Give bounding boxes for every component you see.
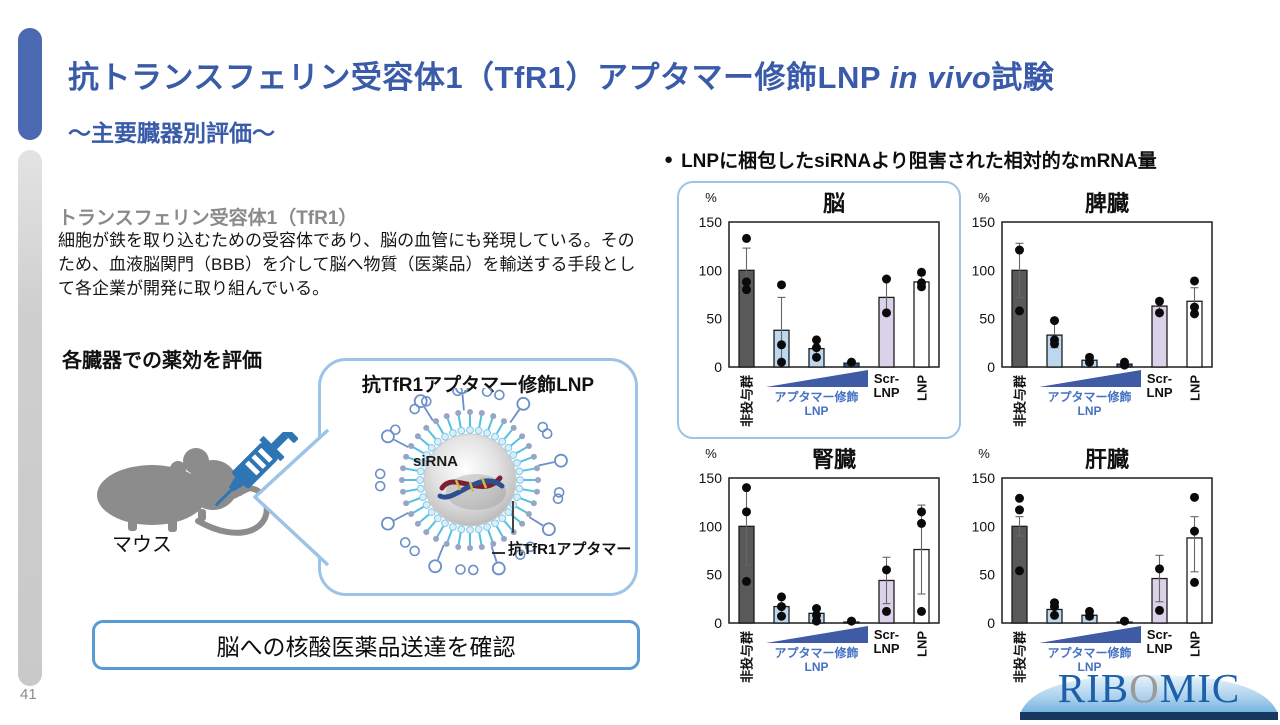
svg-text:150: 150	[972, 470, 996, 486]
svg-text:Scr-: Scr-	[1147, 627, 1172, 642]
svg-text:LNP: LNP	[1078, 404, 1102, 418]
sirna-label: siRNA	[413, 453, 459, 470]
svg-text:%: %	[978, 190, 990, 205]
svg-text:LNP: LNP	[874, 641, 900, 656]
bullet-icon: ●	[664, 151, 674, 168]
page-number: 41	[20, 686, 37, 703]
svg-text:LNP: LNP	[915, 375, 930, 401]
aptamer-pointer-line	[512, 501, 514, 533]
mouse-label: マウス	[112, 534, 172, 556]
svg-text:アプタマー修飾: アプタマー修飾	[774, 645, 858, 660]
chart-cell-liver: % 肝臓 0 50 100 150 非投与群 アプタマー修飾 LNP Scr- LNP LNP	[956, 440, 1228, 694]
svg-text:脾臓: 脾臓	[1085, 191, 1129, 216]
svg-text:%: %	[978, 446, 990, 461]
svg-text:0: 0	[714, 359, 722, 375]
logo-text: RIBOMIC	[1018, 664, 1280, 712]
svg-text:LNP: LNP	[1147, 385, 1173, 400]
sirna-strand-blue	[437, 478, 505, 500]
svg-text:LNP: LNP	[805, 660, 829, 674]
svg-text:脳: 脳	[823, 191, 845, 216]
brain-chart-highlight-frame	[677, 181, 961, 439]
page-subtitle: ～主要臓器別評価～	[68, 120, 275, 146]
svg-text:LNP: LNP	[1078, 660, 1102, 674]
svg-text:150: 150	[699, 470, 723, 486]
svg-text:150: 150	[972, 214, 996, 230]
page-title: 抗トランスフェリン受容体1（TfR1）アプタマー修飾LNP in vivo試験	[68, 52, 1258, 97]
svg-text:100: 100	[699, 262, 723, 278]
svg-text:100: 100	[972, 518, 996, 534]
svg-text:非投与群: 非投与群	[1013, 375, 1028, 427]
svg-text:非投与群: 非投与群	[740, 375, 755, 427]
svg-text:0: 0	[987, 359, 995, 375]
svg-text:LNP: LNP	[1188, 631, 1203, 657]
bullet-row: ● LNPに梱包したsiRNAより阻害された相対的なmRNA量	[664, 146, 1157, 173]
svg-text:LNP: LNP	[1188, 375, 1203, 401]
svg-text:非投与群: 非投与群	[740, 631, 755, 683]
lnp-core	[423, 433, 517, 527]
svg-text:100: 100	[972, 262, 996, 278]
logo-text-o: O	[1129, 665, 1160, 711]
svg-text:肝臓: 肝臓	[1085, 447, 1129, 472]
svg-text:50: 50	[706, 567, 722, 583]
svg-text:LNP: LNP	[874, 385, 900, 400]
svg-text:50: 50	[706, 311, 722, 327]
logo-text-post: MIC	[1159, 665, 1241, 711]
svg-text:150: 150	[699, 214, 723, 230]
chart-cell-spleen: % 脾臓 0 50 100 150 非投与群 アプタマー修飾 LNP Scr- LNP LNP	[956, 184, 1228, 438]
svg-text:%: %	[705, 446, 717, 461]
ribomic-logo: RIBOMIC	[1018, 665, 1280, 720]
logo-text-pre: RIB	[1057, 665, 1130, 711]
tfr1-heading: トランスフェリン受容体1（TfR1）	[58, 208, 358, 229]
svg-text:%: %	[705, 190, 717, 205]
svg-text:0: 0	[987, 615, 995, 631]
aptamer-label-dash	[492, 551, 505, 554]
bullet-text: LNPに梱包したsiRNAより阻害された相対的なmRNA量	[681, 151, 1157, 172]
title-text: 抗トランスフェリン受容体1（TfR1）アプタマー修飾LNP	[68, 60, 890, 95]
svg-text:非投与群: 非投与群	[1013, 631, 1028, 683]
chart-cell-brain: % 脳 0 50 100 150 非投与群 アプタマー修飾 LNP Scr- LNP LNP	[683, 184, 955, 438]
bubble-title: 抗TfR1アプタマー修飾LNP	[361, 375, 595, 396]
svg-text:50: 50	[979, 567, 995, 583]
conclusion-text: 脳への核酸医薬品送達を確認	[216, 634, 516, 660]
title-italic-text: in vivo	[889, 60, 992, 95]
evaluation-label: 各臓器での薬効を評価	[62, 350, 262, 372]
lnp-particle-illustration	[374, 388, 568, 576]
svg-text:Scr-: Scr-	[1147, 371, 1172, 386]
svg-text:LNP: LNP	[1147, 641, 1173, 656]
aptamer-label: 抗TfR1アプタマー	[492, 538, 631, 559]
mouse-illustration	[97, 448, 270, 536]
svg-text:0: 0	[714, 615, 722, 631]
aptamer-label-text: 抗TfR1アプタマー	[508, 541, 632, 558]
svg-text:アプタマー修飾: アプタマー修飾	[1047, 645, 1131, 660]
logo-swoosh	[1020, 675, 1278, 720]
title-suffix-text: 試験	[991, 60, 1055, 95]
svg-text:Scr-: Scr-	[874, 627, 899, 642]
syringe-icon	[214, 432, 299, 507]
tfr1-description: 細胞が鉄を取り込むための受容体であり、脳の血管にも発現している。そのため、血液脳…	[58, 231, 636, 299]
accent-bar-blue	[18, 28, 42, 140]
svg-text:アプタマー修飾: アプタマー修飾	[774, 389, 858, 404]
accent-bar-gray	[18, 150, 42, 686]
bubble-tail	[253, 428, 330, 567]
svg-text:LNP: LNP	[915, 631, 930, 657]
conclusion-box: 脳への核酸医薬品送達を確認	[92, 620, 640, 670]
svg-text:50: 50	[979, 311, 995, 327]
svg-text:LNP: LNP	[805, 404, 829, 418]
svg-text:Scr-: Scr-	[874, 371, 899, 386]
chart-cell-kidney: % 腎臓 0 50 100 150 非投与群 アプタマー修飾 LNP Scr- LNP LNP	[683, 440, 955, 694]
svg-text:100: 100	[699, 518, 723, 534]
svg-text:腎臓: 腎臓	[812, 447, 856, 472]
svg-text:アプタマー修飾: アプタマー修飾	[1047, 389, 1131, 404]
